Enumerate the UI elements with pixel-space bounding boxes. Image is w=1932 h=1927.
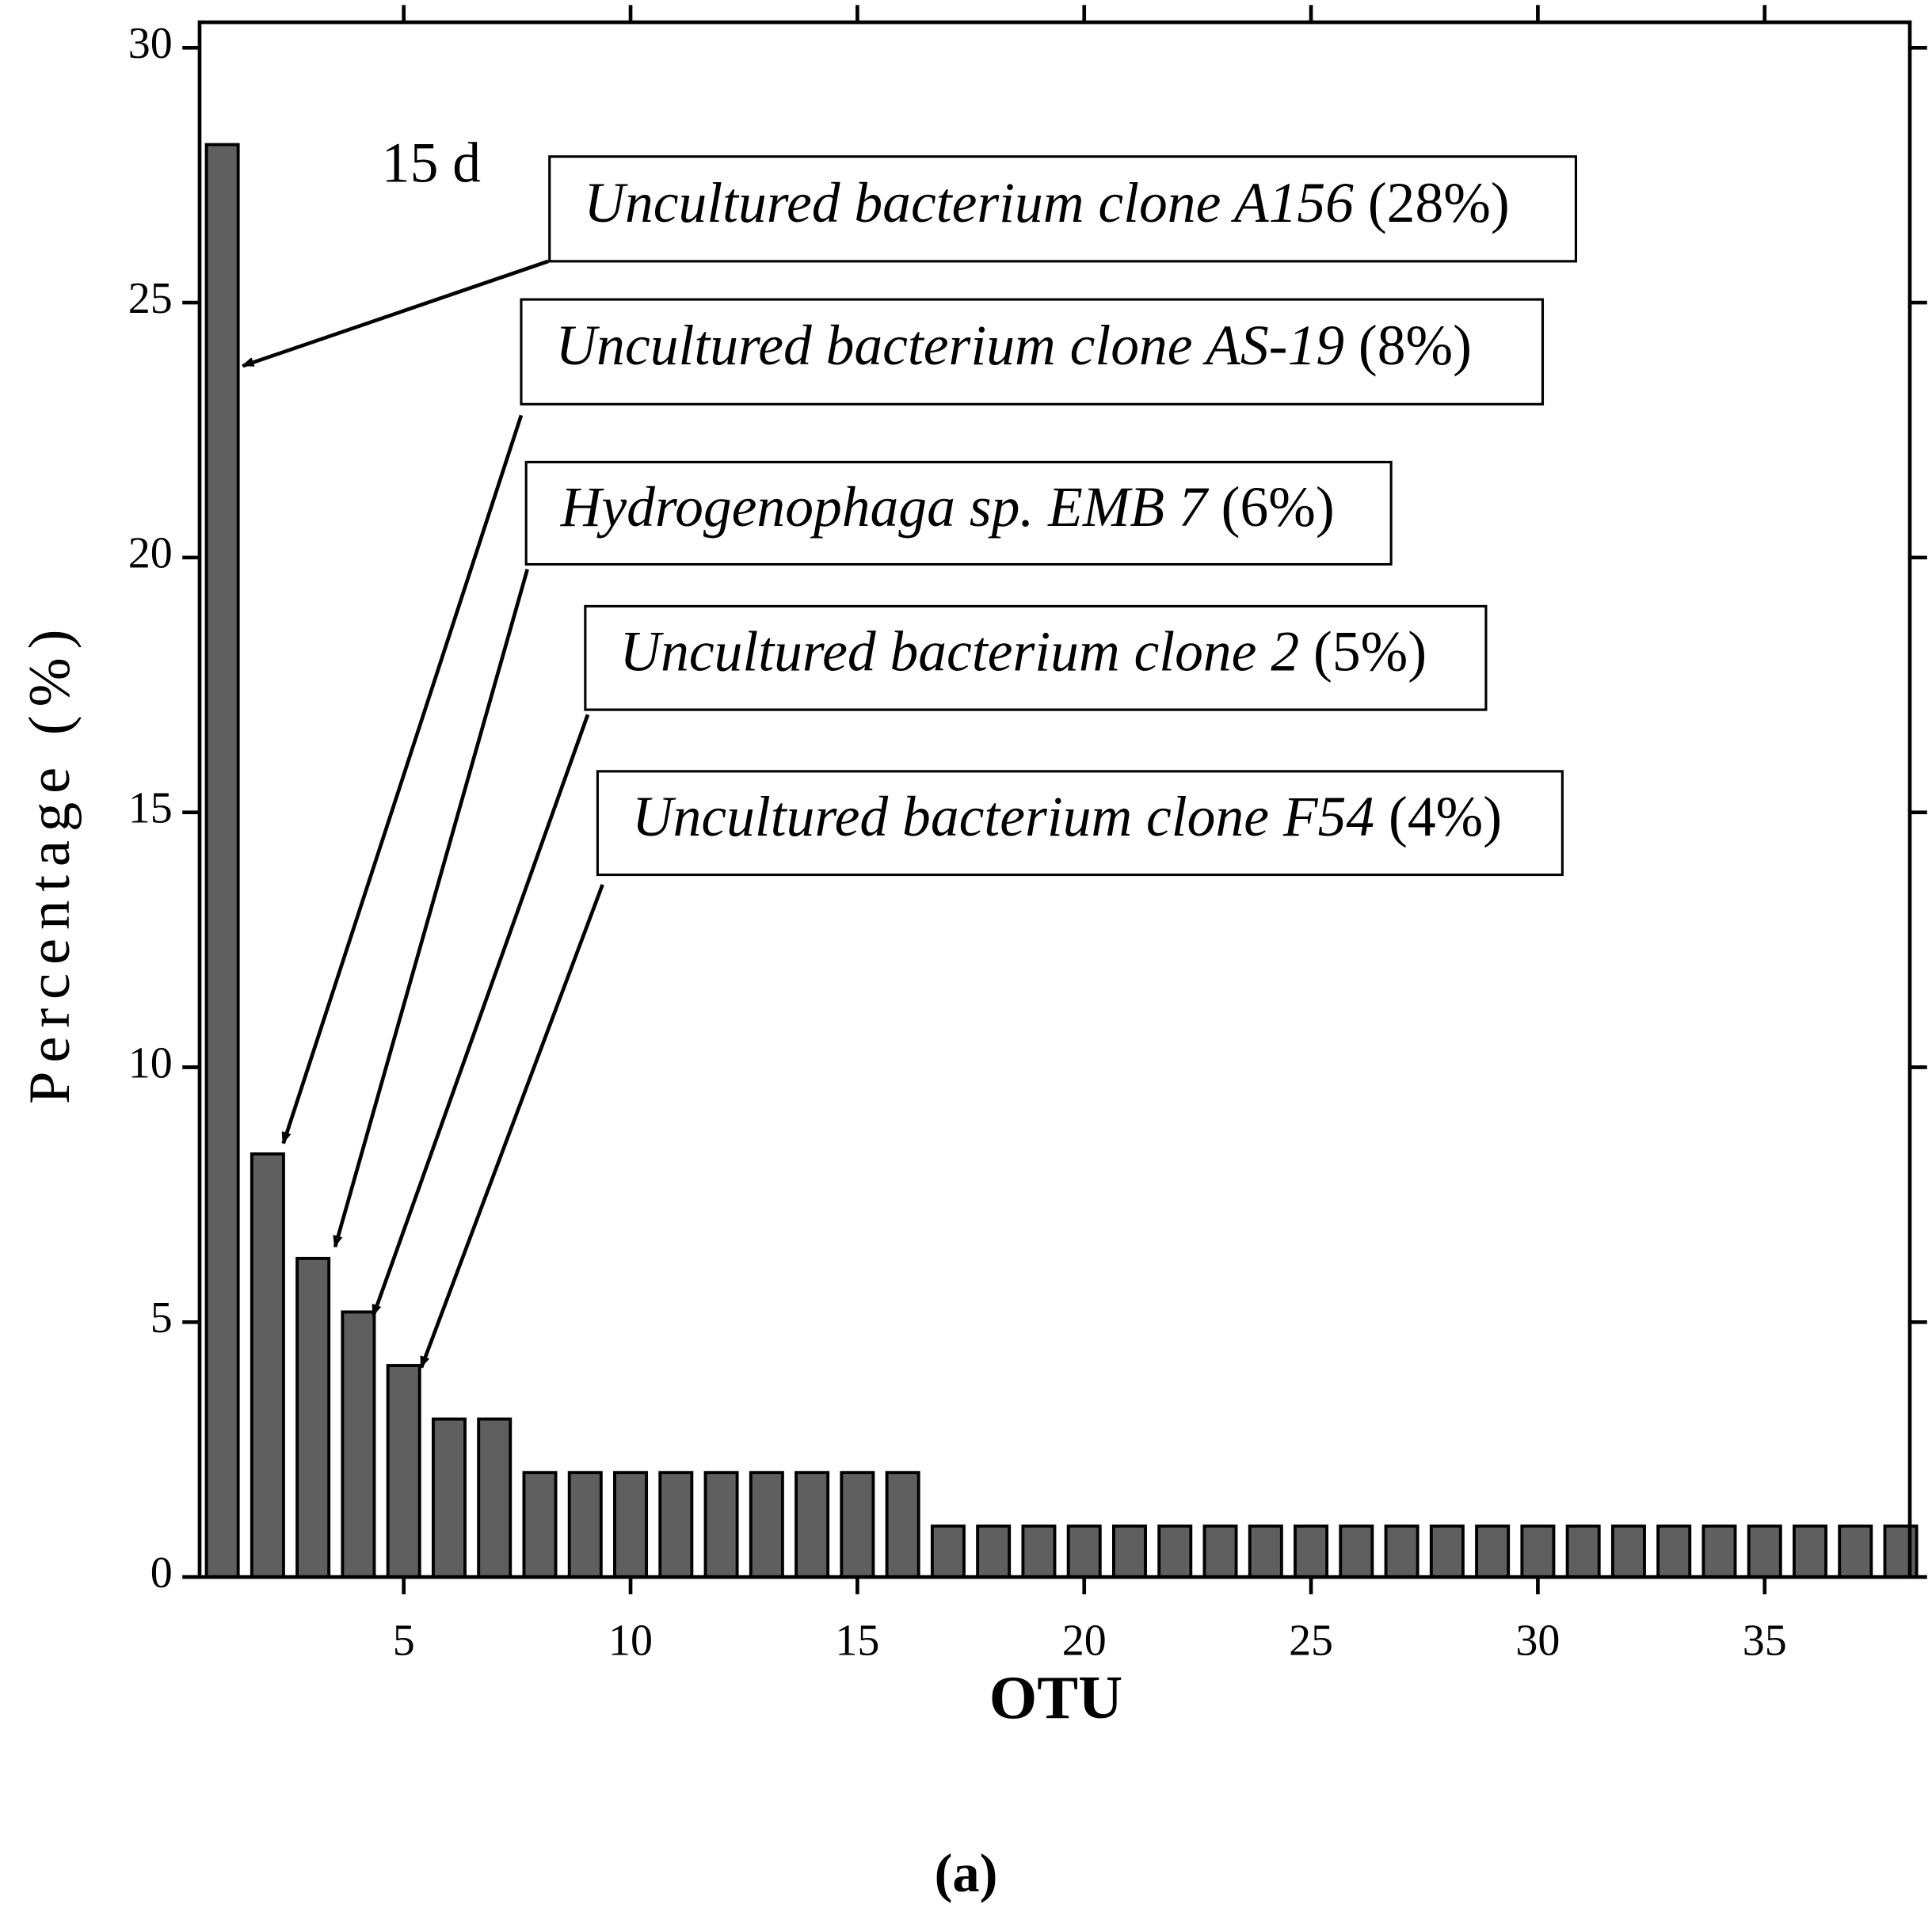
- bar: [477, 1417, 513, 1579]
- bar: [1111, 1524, 1147, 1579]
- callout-text: Hydrogenophaga sp. EMB 7 (6%): [560, 476, 1335, 539]
- bar: [1384, 1524, 1419, 1579]
- y-axis-label: Percentage (%): [17, 621, 82, 1104]
- bar: [840, 1471, 875, 1579]
- x-tick-label: 5: [393, 1617, 415, 1666]
- callout-box: [524, 460, 1393, 566]
- bar: [1883, 1524, 1919, 1579]
- bar: [295, 1256, 331, 1579]
- bar: [930, 1524, 966, 1579]
- bar: [1475, 1524, 1511, 1579]
- callout-box: [584, 604, 1488, 711]
- bar: [204, 143, 240, 1579]
- x-tick-label: 35: [1743, 1617, 1787, 1666]
- x-tick-label: 20: [1062, 1617, 1107, 1666]
- bar: [1339, 1524, 1374, 1579]
- callout-percent: (6%): [1221, 476, 1335, 539]
- x-tick-label: 15: [835, 1617, 879, 1666]
- bar: [1248, 1524, 1283, 1579]
- callout-arrow: [242, 259, 549, 368]
- bar: [1656, 1524, 1692, 1579]
- bar: [1565, 1524, 1601, 1579]
- bar: [1021, 1524, 1057, 1579]
- callout-name: Hydrogenophaga sp. EMB 7: [560, 476, 1210, 539]
- annotation: 15 d: [382, 132, 481, 195]
- y-tick-label: 20: [128, 529, 173, 578]
- bar: [1202, 1524, 1238, 1579]
- bar: [522, 1471, 558, 1579]
- bar: [386, 1364, 421, 1579]
- callout-arrow: [373, 714, 590, 1316]
- y-tick-label: 0: [151, 1548, 173, 1598]
- callout-box: [596, 770, 1564, 877]
- bar: [1429, 1524, 1465, 1579]
- y-tick-label: 10: [128, 1038, 173, 1087]
- y-tick-label: 5: [151, 1293, 173, 1342]
- callout-arrow: [335, 569, 529, 1247]
- y-tick-label: 25: [128, 274, 173, 323]
- bar: [1520, 1524, 1556, 1579]
- bar: [613, 1471, 649, 1579]
- bar: [1838, 1524, 1873, 1579]
- plot-frame: [197, 20, 1912, 1579]
- callout-name: Uncultured bacterium clone A156: [584, 172, 1354, 234]
- callout-arrow: [419, 884, 604, 1368]
- bar: [1066, 1524, 1102, 1579]
- callout-box: [548, 155, 1578, 263]
- bar: [749, 1471, 784, 1579]
- caption: (a): [935, 1843, 998, 1903]
- callout-percent: (4%): [1389, 786, 1502, 849]
- x-axis-label: OTU: [989, 1663, 1123, 1731]
- callout-name: Uncultured bacterium clone AS-19: [556, 315, 1344, 378]
- bar: [567, 1471, 603, 1579]
- bar: [1793, 1524, 1827, 1579]
- bar: [885, 1471, 920, 1579]
- callout-name: Uncultured bacterium clone F54: [632, 786, 1374, 849]
- callout-percent: (28%): [1368, 172, 1510, 234]
- callout-text: Uncultured bacterium clone A156 (28%): [584, 172, 1509, 234]
- callout-name: Uncultured bacterium clone 2: [619, 621, 1299, 684]
- callout-box: [520, 298, 1545, 406]
- bar: [431, 1417, 467, 1579]
- callout-text: Uncultured bacterium clone 2 (5%): [619, 621, 1427, 684]
- bar: [1157, 1524, 1193, 1579]
- x-tick-label: 30: [1515, 1617, 1560, 1666]
- x-tick-label: 10: [608, 1617, 653, 1666]
- bar: [976, 1524, 1012, 1579]
- bar: [1701, 1524, 1737, 1579]
- callout-percent: (8%): [1358, 315, 1472, 378]
- bar: [1747, 1524, 1782, 1579]
- bar: [795, 1471, 830, 1579]
- bar: [250, 1152, 285, 1579]
- bar: [658, 1471, 694, 1579]
- bar: [341, 1310, 376, 1579]
- y-tick-label: 30: [128, 19, 173, 68]
- bar: [703, 1471, 739, 1579]
- bar: [1610, 1524, 1646, 1579]
- callout-text: Uncultured bacterium clone F54 (4%): [632, 786, 1502, 849]
- callout-percent: (5%): [1313, 621, 1427, 684]
- y-tick-label: 15: [128, 784, 173, 833]
- callout-text: Uncultured bacterium clone AS-19 (8%): [556, 315, 1472, 378]
- callout-arrow: [284, 414, 524, 1143]
- bar: [1294, 1524, 1329, 1579]
- x-tick-label: 25: [1289, 1617, 1333, 1666]
